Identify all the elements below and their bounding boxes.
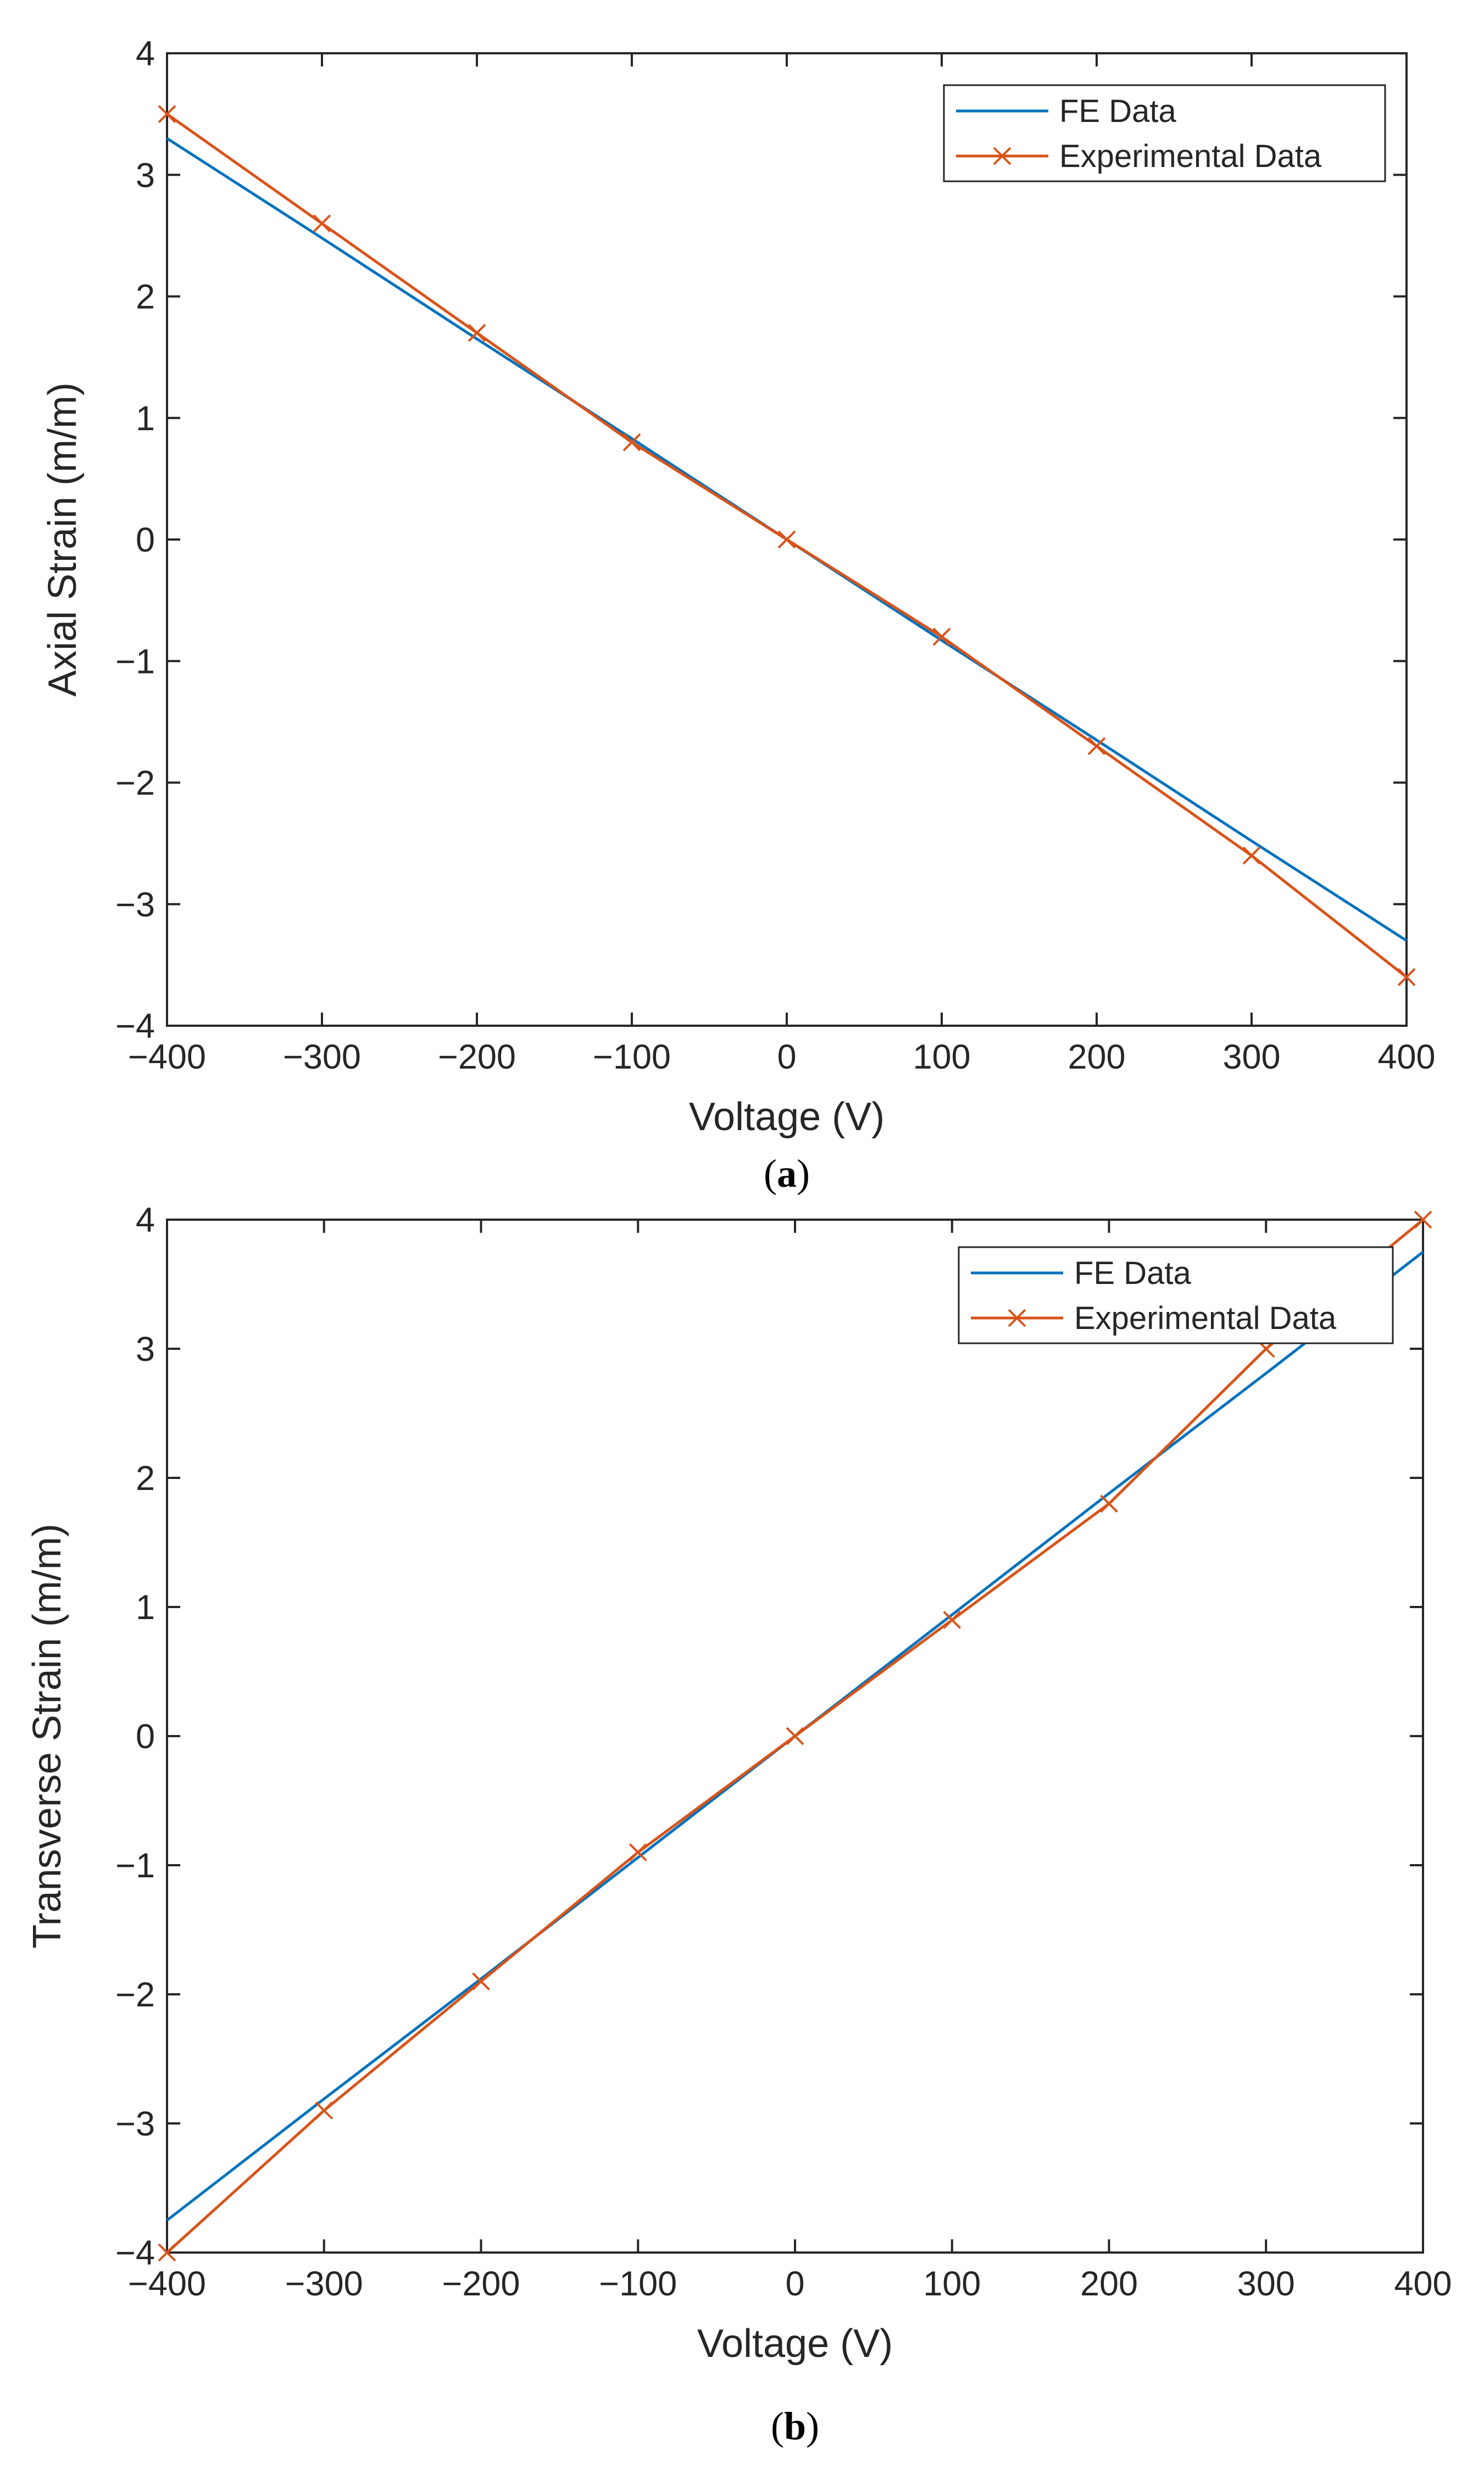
- legend-box: [943, 84, 1386, 182]
- experimental-data-point: [786, 1727, 804, 1745]
- legend-experimental-marker: [1008, 1309, 1026, 1327]
- caption-letter: b: [784, 2404, 806, 2448]
- x-tick-label: 200: [1080, 2265, 1138, 2303]
- panel-caption: (a): [764, 1152, 810, 1195]
- experimental-data-point: [1414, 1210, 1432, 1229]
- experimental-data-point: [315, 2101, 334, 2120]
- legend-experimental-marker: [993, 147, 1011, 165]
- panel-b-chart: −400 −300 −200 −100 0 100 200 300 400 −4 −3 −2 −1 0 1 2…: [25, 1201, 1452, 2448]
- x-tick-label: −100: [599, 2265, 677, 2303]
- x-tick-label: −200: [438, 1038, 516, 1076]
- experimental-data-point: [1242, 846, 1261, 865]
- experimental-data-point: [1397, 968, 1416, 986]
- legend-box: [958, 1246, 1394, 1344]
- y-tick-label: 3: [136, 156, 155, 194]
- y-tick-label: 2: [136, 1459, 155, 1498]
- y-tick-label: 3: [136, 1330, 155, 1369]
- y-tick-label: 2: [136, 278, 155, 316]
- legend-experimental-label: Experimental Data: [1074, 1300, 1337, 1336]
- y-axis-label: Transverse Strain (m/m): [25, 1523, 69, 1948]
- experimental-data-point: [158, 2243, 176, 2262]
- y-tick-label: −4: [115, 2234, 155, 2272]
- experimental-data-point: [1100, 1494, 1118, 1513]
- panel-caption: (b): [771, 2404, 819, 2448]
- caption-open-paren: (: [771, 2404, 784, 2448]
- y-tick-label: 4: [136, 35, 155, 73]
- x-tick-label: −300: [283, 1038, 361, 1076]
- y-tick-label: 0: [136, 1717, 155, 1756]
- y-tick-label: 0: [136, 521, 155, 559]
- experimental-data-point: [472, 1972, 490, 1990]
- y-tick-label: 1: [136, 399, 155, 438]
- y-tick-label: −4: [115, 1007, 155, 1046]
- experimental-data-point: [1087, 737, 1106, 755]
- x-axis-label: Voltage (V): [689, 1095, 885, 1139]
- experimental-data-point: [313, 214, 331, 233]
- y-tick-label: −2: [115, 1976, 155, 2014]
- x-tick-label: 300: [1237, 2265, 1295, 2303]
- y-tick-label: −1: [115, 1847, 155, 1885]
- x-axis-label: Voltage (V): [697, 2322, 893, 2366]
- x-tick-label: 0: [785, 2265, 804, 2303]
- x-tick-label: 100: [913, 1038, 970, 1076]
- y-tick-label: −3: [115, 2105, 155, 2143]
- experimental-data-point: [943, 1611, 961, 1629]
- experimental-data-point: [158, 105, 176, 124]
- x-tick-label: 400: [1377, 1038, 1435, 1076]
- caption-close-paren: ): [797, 1152, 810, 1195]
- caption-close-paren: ): [806, 2404, 819, 2448]
- x-tick-label: −400: [128, 2265, 206, 2303]
- experimental-data-point: [622, 433, 641, 452]
- y-tick-label: −2: [115, 764, 155, 803]
- experimental-data-point: [777, 530, 796, 549]
- y-tick-label: 1: [136, 1588, 155, 1627]
- x-tick-label: −300: [285, 2265, 363, 2303]
- experimental-data-point: [468, 324, 486, 342]
- experimental-data-point: [629, 1843, 647, 1861]
- x-tick-label: 400: [1394, 2265, 1452, 2303]
- x-tick-label: 300: [1222, 1038, 1280, 1076]
- x-tick-label: −200: [442, 2265, 520, 2303]
- y-tick-label: −1: [115, 642, 155, 681]
- y-axis-label: Axial Strain (m/m): [41, 382, 85, 697]
- panel-a-chart: −400 −300 −200 −100 0 100 200 300 400 −4 −3 −2 −1 0 1 2…: [41, 35, 1436, 1195]
- x-tick-label: −100: [593, 1038, 671, 1076]
- x-tick-label: 100: [923, 2265, 981, 2303]
- legend-fe-label: FE Data: [1059, 93, 1176, 129]
- experimental-data-point: [932, 627, 951, 646]
- x-tick-label: 0: [777, 1038, 796, 1076]
- legend-fe-label: FE Data: [1074, 1255, 1191, 1291]
- caption-letter: a: [777, 1152, 797, 1195]
- y-tick-label: 4: [136, 1201, 155, 1239]
- y-tick-label: −3: [115, 886, 155, 924]
- x-tick-label: 200: [1068, 1038, 1125, 1076]
- legend-experimental-label: Experimental Data: [1059, 138, 1322, 174]
- caption-open-paren: (: [764, 1152, 777, 1195]
- x-tick-label: −400: [128, 1038, 206, 1076]
